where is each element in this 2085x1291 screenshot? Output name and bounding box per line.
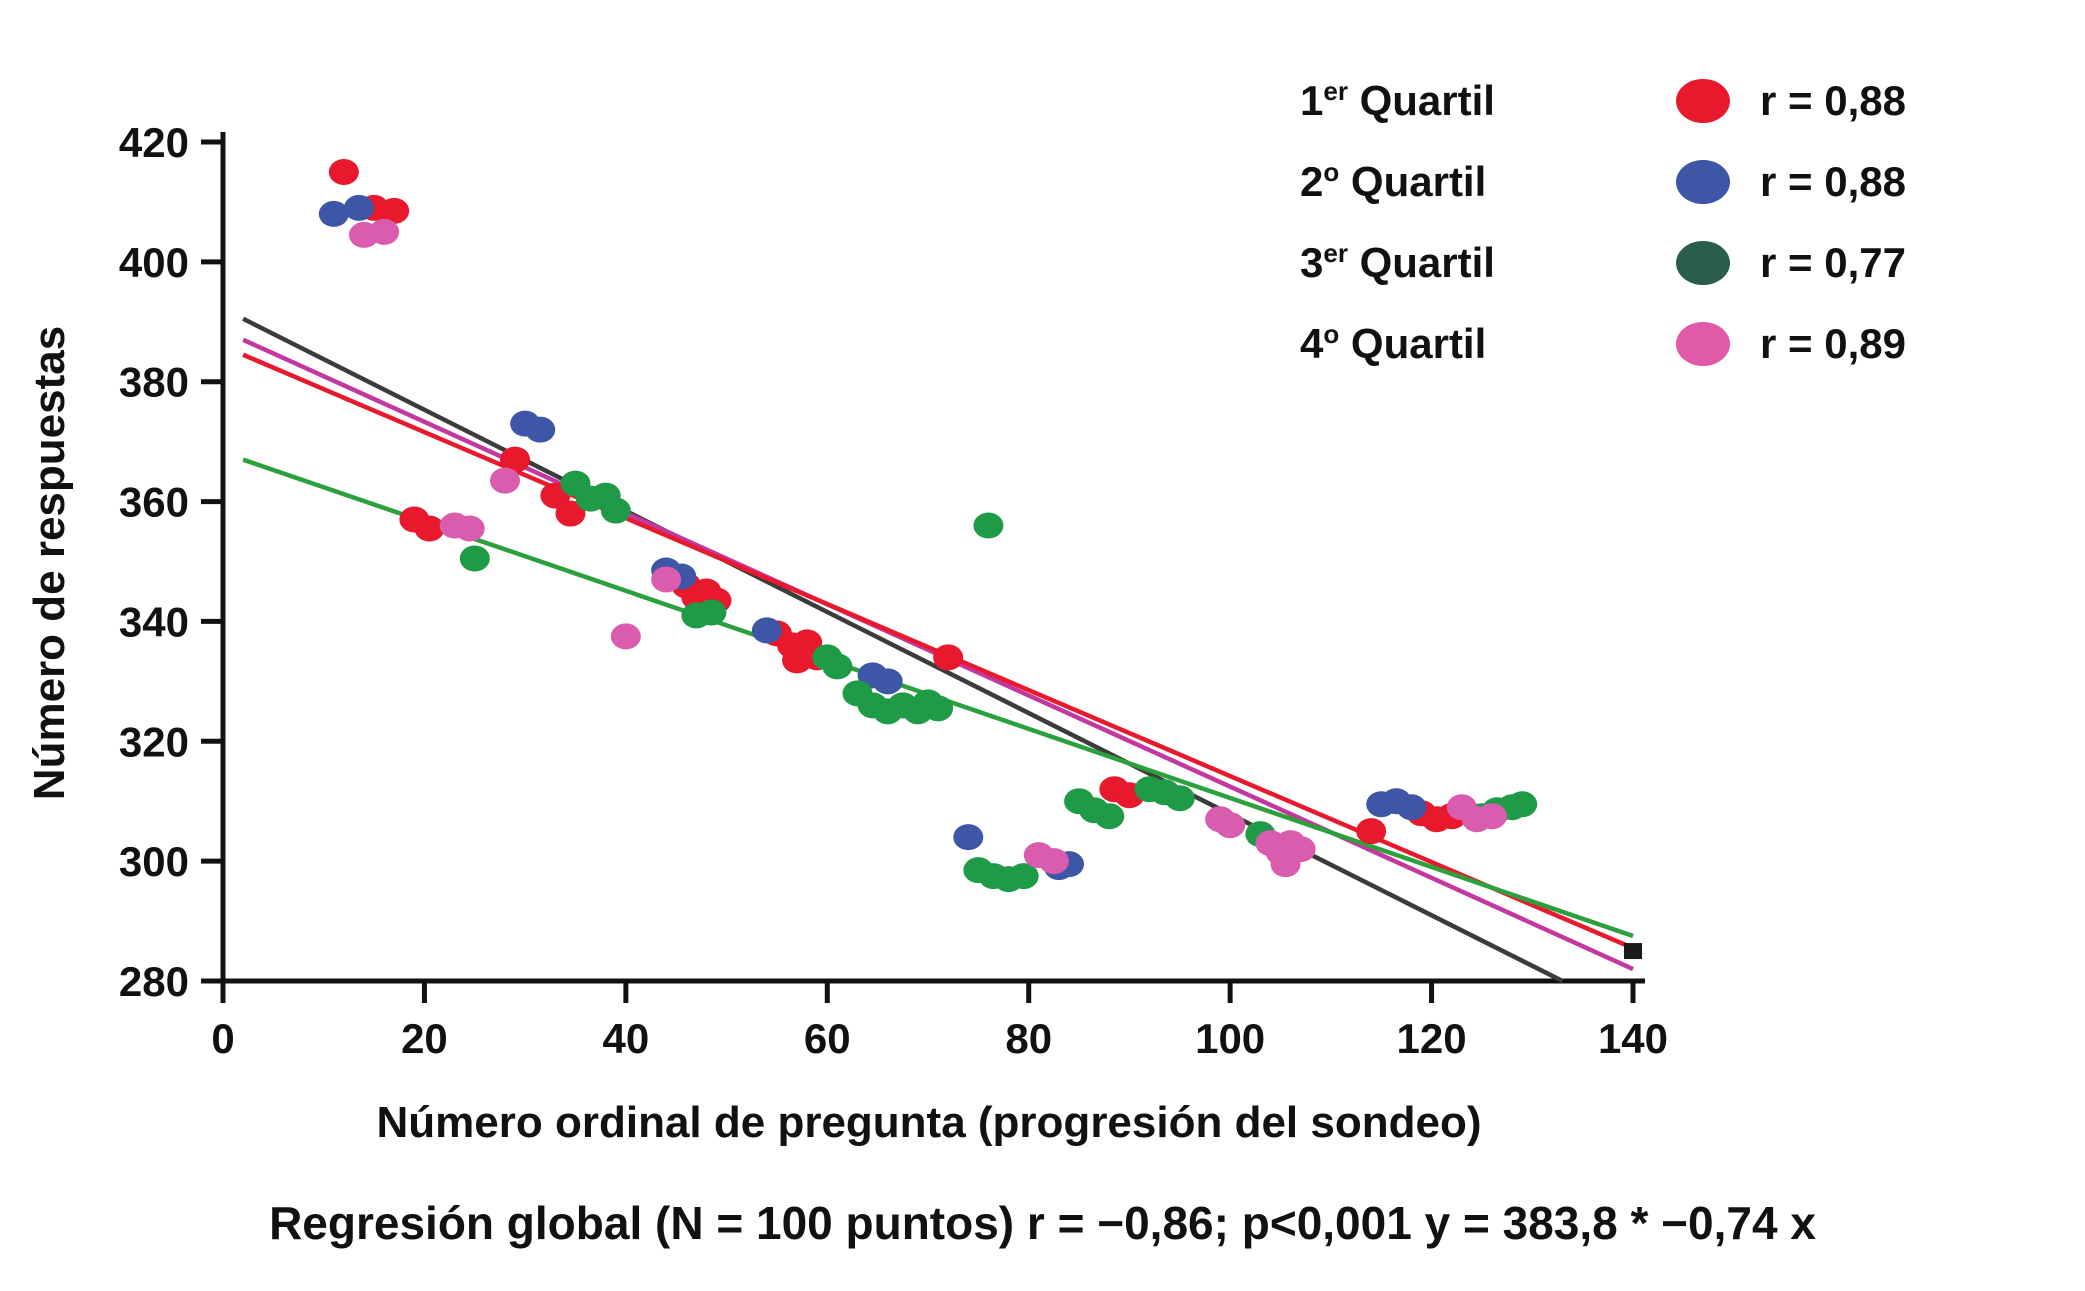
legend-label-sup: er: [1323, 238, 1348, 268]
x-axis-title: Número ordinal de pregunta (progresión d…: [376, 1098, 1482, 1147]
data-point: [822, 653, 853, 680]
data-point: [953, 824, 984, 851]
data-point: [1038, 848, 1069, 875]
end-marker-square: [1624, 943, 1642, 960]
legend-color-dot: [1675, 321, 1730, 366]
legend-label-rest: Quartil: [1347, 239, 1495, 286]
legend-color-dot: [1675, 240, 1730, 285]
x-tick-label: 60: [804, 1015, 851, 1062]
data-point: [555, 500, 586, 527]
data-point: [1094, 803, 1125, 830]
x-tick-label: 40: [602, 1015, 649, 1062]
legend-r-value: r = 0,77: [1760, 238, 1906, 286]
legend-label-rest: Quartil: [1347, 77, 1495, 124]
legend-label-sup: o: [1323, 157, 1340, 187]
y-tick-label: 420: [119, 119, 189, 166]
legend-label: 1er Quartil: [1300, 76, 1645, 125]
legend-label-num: 1: [1300, 77, 1324, 124]
data-point: [1477, 803, 1507, 830]
data-point: [923, 695, 954, 722]
data-point: [1396, 794, 1427, 821]
data-point: [490, 467, 520, 494]
data-point: [600, 497, 631, 524]
data-point: [1164, 785, 1195, 812]
x-tick-label: 80: [1005, 1015, 1052, 1062]
legend-item: 1er Quartil r = 0,88: [1300, 60, 1906, 141]
data-point: [454, 515, 485, 542]
y-tick-label: 300: [119, 838, 189, 885]
legend-label-sup: o: [1323, 319, 1340, 349]
data-point: [933, 644, 964, 671]
legend-label-num: 4: [1300, 320, 1324, 367]
legend-label: 3er Quartil: [1300, 238, 1645, 287]
legend-item: 4o Quartil r = 0,89: [1300, 303, 1906, 384]
data-point: [1356, 818, 1387, 845]
data-point: [751, 617, 782, 644]
data-point: [500, 446, 531, 473]
legend-item: 2o Quartil r = 0,88: [1300, 141, 1906, 222]
data-point: [525, 416, 556, 443]
data-point: [369, 218, 400, 245]
data-point: [328, 158, 359, 185]
legend-r-value: r = 0,88: [1760, 76, 1906, 124]
legend-label-num: 3: [1300, 239, 1324, 286]
legend-color-dot: [1675, 159, 1730, 204]
data-point: [651, 566, 682, 593]
legend-label: 4o Quartil: [1300, 319, 1645, 368]
data-point: [318, 200, 349, 227]
y-tick-label: 280: [119, 958, 189, 1005]
y-tick-label: 400: [119, 239, 189, 286]
data-point: [379, 197, 410, 224]
data-point: [343, 194, 374, 221]
regression-caption: Regresión global (N = 100 puntos) r = −0…: [269, 1197, 1816, 1249]
data-point: [459, 545, 490, 572]
x-tick-label: 120: [1397, 1015, 1467, 1062]
legend-label: 2o Quartil: [1300, 157, 1645, 206]
y-tick-label: 320: [119, 718, 189, 765]
data-point: [696, 599, 727, 626]
legend-r-value: r = 0,89: [1760, 319, 1906, 367]
x-tick-label: 100: [1195, 1015, 1265, 1062]
x-tick-label: 0: [211, 1015, 234, 1062]
data-point: [610, 623, 641, 650]
legend-r-value: r = 0,88: [1760, 157, 1906, 205]
legend-label-num: 2: [1300, 158, 1324, 205]
data-point: [414, 515, 445, 542]
legend-label-rest: Quartil: [1339, 320, 1487, 367]
y-tick-label: 380: [119, 359, 189, 406]
legend-color-dot: [1675, 78, 1730, 123]
global-regression-line: [242, 316, 1564, 984]
data-point: [1215, 812, 1246, 839]
legend-label-rest: Quartil: [1339, 158, 1487, 205]
data-point: [1285, 836, 1316, 863]
y-tick-label: 360: [119, 479, 189, 526]
x-tick-label: 20: [401, 1015, 448, 1062]
data-point: [872, 668, 903, 695]
legend-item: 3er Quartil r = 0,77: [1300, 222, 1906, 303]
y-tick-label: 340: [119, 598, 189, 645]
legend-label-sup: er: [1323, 76, 1348, 106]
x-tick-label: 140: [1598, 1015, 1668, 1062]
chart-legend: 1er Quartil r = 0,88 2o Quartil r = 0,88…: [1300, 60, 1906, 384]
data-point: [1008, 863, 1039, 890]
data-point: [973, 512, 1004, 539]
data-point: [1507, 791, 1538, 818]
